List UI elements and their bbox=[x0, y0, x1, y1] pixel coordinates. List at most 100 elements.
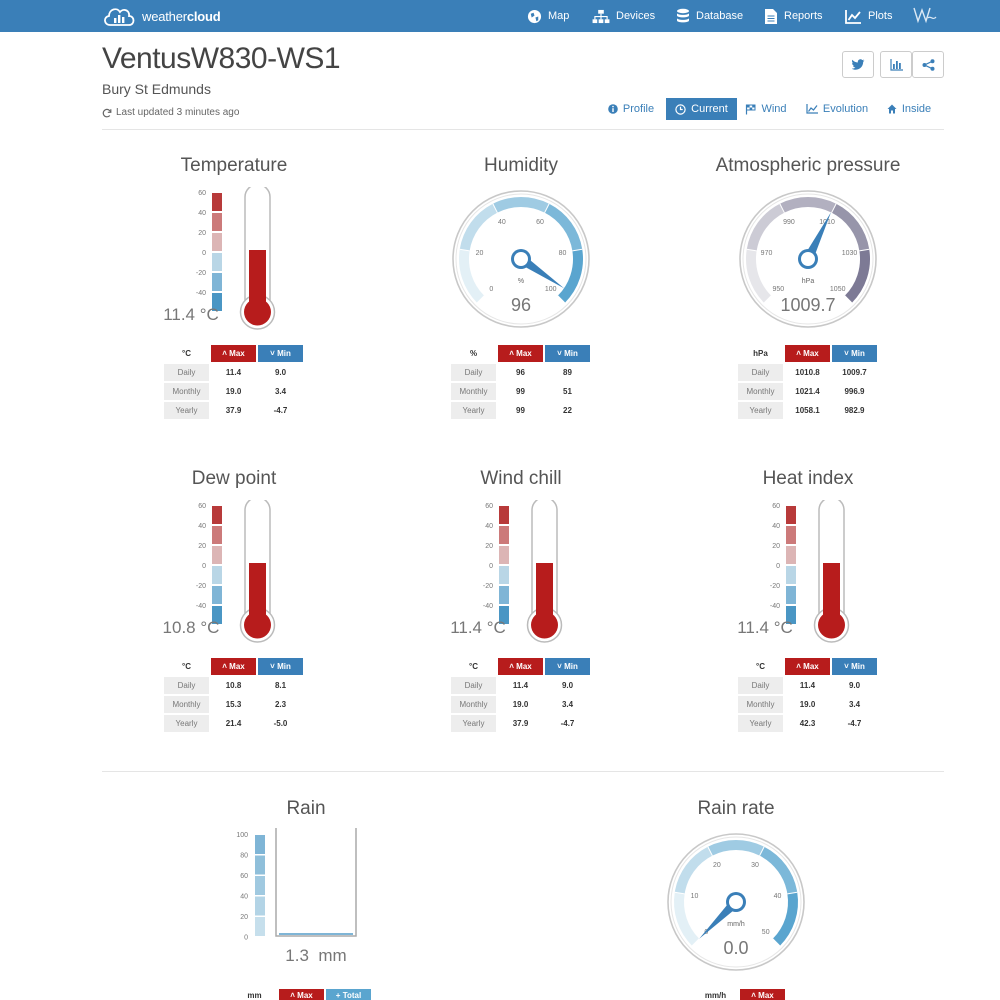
heatindex-title: Heat index bbox=[762, 468, 854, 489]
temperature-scale-label: 60 bbox=[198, 190, 206, 197]
header-divider bbox=[102, 129, 944, 130]
min-value: 1009.7 bbox=[842, 368, 867, 377]
min-header: Min bbox=[277, 662, 291, 671]
table-row: Monthly 19.0 3.4 bbox=[451, 696, 590, 713]
row-label: Daily bbox=[451, 364, 496, 381]
nav-reports[interactable]: Reports bbox=[764, 4, 823, 28]
min-header: Min bbox=[851, 349, 865, 358]
max-value: 99 bbox=[516, 406, 525, 415]
min-value: 9.0 bbox=[561, 681, 574, 690]
tab-wind[interactable]: Wind bbox=[740, 98, 792, 120]
windchill-stats-unit: °C bbox=[469, 662, 478, 671]
cloud-chart-icon bbox=[104, 8, 135, 26]
rainrate-stats-table: mm/h ˄ Max bbox=[691, 987, 787, 1000]
max-value: 19.0 bbox=[512, 700, 529, 709]
dewpoint-widget: Dew point 60 40 20 0 -20 -40 10.8 °C °C ˄ Max ˅ M… bbox=[91, 465, 377, 745]
rainrate-max-header: ˄ Max bbox=[740, 989, 785, 1000]
chevron-down-icon: ˅ bbox=[270, 349, 275, 358]
rain-widget: Rain 100 80 60 40 20 0 1.3 mm mm ˄ Max + Total bbox=[163, 795, 449, 1000]
rain-scale-label: 60 bbox=[240, 873, 248, 880]
pressure-gauge-band bbox=[746, 249, 772, 303]
table-row: Monthly 15.3 2.3 bbox=[164, 696, 303, 713]
share-button[interactable] bbox=[912, 51, 944, 78]
max-value: 11.4 bbox=[512, 681, 529, 690]
max-header: Max bbox=[229, 662, 245, 671]
max-value: 21.4 bbox=[225, 719, 242, 728]
row-label: Yearly bbox=[738, 715, 783, 732]
brand-logo[interactable]: weathercloud bbox=[102, 4, 221, 28]
nav-devices[interactable]: Devices bbox=[592, 4, 655, 28]
rainrate-gauge-band bbox=[674, 892, 700, 946]
nav-plots[interactable]: Plots bbox=[845, 4, 892, 28]
heatindex-thermometer: 60 40 20 0 -20 -40 bbox=[770, 500, 850, 643]
dewpoint-title: Dew point bbox=[191, 468, 277, 489]
rain-title: Rain bbox=[286, 798, 326, 819]
max-header: Max bbox=[803, 349, 819, 358]
row-label: Monthly bbox=[164, 383, 209, 400]
temperature-title: Temperature bbox=[180, 155, 288, 176]
nav-database[interactable]: Database bbox=[676, 4, 743, 28]
tab-current[interactable]: Current bbox=[666, 98, 737, 120]
pressure-gauge-tick-label: 990 bbox=[783, 219, 795, 226]
rain-scale-label: 20 bbox=[240, 914, 248, 921]
nav-reports-label: Reports bbox=[784, 10, 823, 22]
dewpoint-scale-band bbox=[212, 506, 222, 524]
tab-evolution[interactable]: Evolution bbox=[802, 98, 872, 120]
twitter-button[interactable] bbox=[842, 51, 874, 78]
table-row: Daily 1010.8 1009.7 bbox=[738, 364, 877, 381]
dewpoint-scale-label: 60 bbox=[198, 503, 206, 510]
rainrate-gauge-band bbox=[772, 892, 798, 946]
humidity-gauge-tick-label: 0 bbox=[489, 286, 493, 293]
tab-inside[interactable]: Inside bbox=[882, 98, 936, 120]
tab-profile[interactable]: Profile bbox=[600, 98, 662, 120]
windchill-scale-label: -40 bbox=[483, 603, 493, 610]
chevron-up-icon: ˄ bbox=[509, 349, 514, 358]
max-value: 37.9 bbox=[225, 406, 242, 415]
humidity-widget: Humidity 0 20 40 60 80 100% 96% ˄ Max ˅ Min Daily… bbox=[378, 152, 664, 432]
nav-map[interactable]: Map bbox=[527, 4, 569, 28]
tab-current-label: Current bbox=[691, 103, 728, 115]
row-label: Yearly bbox=[164, 715, 209, 732]
windchill-title: Wind chill bbox=[480, 468, 562, 489]
temperature-scale-band bbox=[212, 233, 222, 251]
humidity-gauge-tick-label: 40 bbox=[498, 219, 506, 226]
dewpoint-max-header: ˄ Max bbox=[211, 658, 256, 675]
rainrate-gauge-unit: mm/h bbox=[727, 921, 745, 928]
home-icon bbox=[887, 104, 897, 114]
windchill-min-header: ˅ Min bbox=[545, 658, 590, 675]
rain-scale-band bbox=[255, 896, 265, 916]
heatindex-max-header: ˄ Max bbox=[785, 658, 830, 675]
chevron-up-icon: ˄ bbox=[222, 662, 227, 671]
windchill-scale-label: -20 bbox=[483, 583, 493, 590]
heatindex-tube bbox=[818, 500, 845, 618]
dewpoint-min-header: ˅ Min bbox=[258, 658, 303, 675]
partner-logo[interactable] bbox=[912, 4, 938, 26]
rainrate-stats-unit: mm/h bbox=[704, 990, 727, 1000]
chevron-up-icon: ˄ bbox=[796, 662, 801, 671]
rain-scale-label: 80 bbox=[240, 853, 248, 860]
windchill-scale-band bbox=[499, 546, 509, 564]
max-header: Max bbox=[297, 990, 313, 1000]
windchill-scale-band bbox=[499, 566, 509, 584]
rain-scale-label: 0 bbox=[244, 935, 248, 942]
row-label: Daily bbox=[164, 364, 209, 381]
temperature-thermometer: 60 40 20 0 -20 -40 bbox=[196, 187, 276, 330]
windchill-scale-label: 0 bbox=[489, 563, 493, 570]
rainrate-gauge: 01020304050mm/h0.0 bbox=[667, 833, 805, 971]
temperature-scale-band bbox=[212, 253, 222, 271]
row-label: Yearly bbox=[451, 402, 496, 419]
wave-logo-icon bbox=[913, 7, 937, 24]
windchill-tube bbox=[531, 500, 558, 618]
rainrate-gauge-band bbox=[707, 840, 765, 856]
temperature-max-header: ˄ Max bbox=[211, 345, 256, 362]
stats-button[interactable] bbox=[880, 51, 912, 78]
table-row: Monthly 99 51 bbox=[451, 383, 590, 400]
chevron-down-icon: ˅ bbox=[557, 662, 562, 671]
rain-level bbox=[279, 933, 353, 935]
dewpoint-scale-label: -40 bbox=[196, 603, 206, 610]
humidity-gauge-tick-label: 80 bbox=[559, 250, 567, 257]
windchill-scale-band bbox=[499, 586, 509, 604]
station-name: VentusW830-WS1 bbox=[102, 42, 341, 75]
pressure-gauge-tick-label: 970 bbox=[761, 250, 773, 257]
windchill-max-header: ˄ Max bbox=[498, 658, 543, 675]
